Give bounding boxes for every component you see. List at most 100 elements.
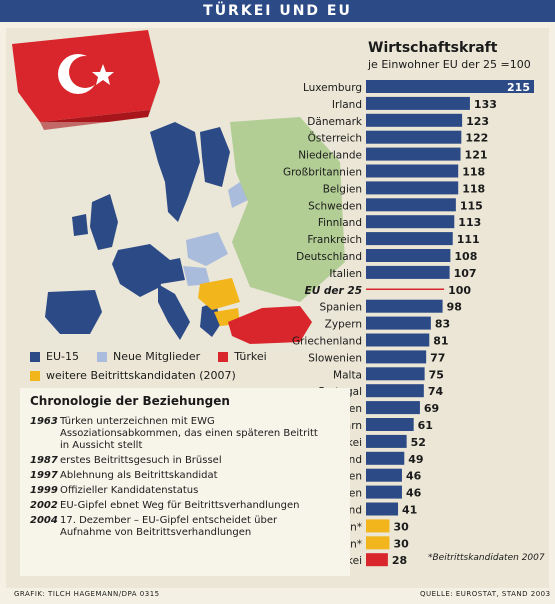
event-year: 1963 [30,416,58,427]
event-year: 1999 [30,485,58,496]
bar [366,485,402,499]
bar [366,468,402,482]
value-label: 121 [465,149,488,162]
bar [366,265,450,279]
category-label: Finnland [318,217,362,229]
value-label: 107 [454,267,477,280]
category-label: Österreich [308,132,362,145]
category-label: Italien [329,268,362,280]
page-title: TÜRKEI UND EU [0,0,555,22]
category-label: Slowenien [308,352,362,364]
value-label: 118 [462,166,485,179]
event-year: 1987 [30,455,58,466]
bar [366,553,388,567]
value-label: 115 [460,199,483,212]
legend-item-new-members: Neue Mitglieder [96,350,200,363]
data-source: QUELLE: EUROSTAT, STAND 2003 [420,590,551,598]
category-label: Schweden [308,200,362,212]
legend-label: weitere Beitrittskandidaten (2007) [46,369,236,382]
value-label: 69 [424,402,439,415]
event-text: erstes Beitrittsgesuch in Brüssel [60,455,222,466]
value-label: 74 [428,385,444,398]
category-label: Niederlande [298,150,362,162]
chronology-title: Chronologie der Beziehungen [30,394,230,408]
legend-label: Türkei [234,350,267,363]
bar [366,249,451,262]
value-label: 46 [406,487,422,500]
bar [366,519,390,533]
legend: EU-15 Neue Mitglieder Türkei weitere Bei… [30,350,285,388]
bar [366,215,455,229]
value-label: 111 [457,233,480,246]
legend-swatch [30,370,40,381]
chronology-event: 1963 Türken unterzeichnen mit EWG Assozia… [30,416,340,452]
value-label: 108 [454,250,477,263]
value-label: 49 [408,453,423,466]
value-label: 98 [447,301,462,314]
value-label: 81 [433,335,448,348]
value-label: 61 [418,419,433,432]
value-label: 30 [393,537,409,550]
bar [366,536,390,550]
chronology-event: 1999 Offizieller Kandidatenstatus [30,485,340,497]
bar [366,80,534,93]
bar [366,384,424,398]
value-label: 118 [462,182,485,195]
value-label: 113 [458,216,481,229]
event-text: EU-Gipfel ebnet Weg für Beitrittsverhand… [60,500,300,511]
value-label: 28 [392,554,407,567]
legend-swatch [218,351,229,362]
chart-title: Wirtschaftskraft [368,40,498,56]
bar [366,350,427,364]
bar [366,333,430,347]
event-text: Ablehnung als Beitrittskandidat [60,470,218,481]
bar [366,198,456,212]
value-label: 77 [430,351,445,364]
value-label: 46 [406,470,422,483]
category-label: Spanien [320,302,362,314]
bar [366,181,459,195]
bar [366,316,431,330]
chronology-event: 1997 Ablehnung als Beitrittskandidat [30,470,340,482]
legend-swatch [96,351,107,362]
category-label: EU der 25 [305,285,362,297]
bar [366,113,463,127]
value-label: 100 [448,284,471,297]
legend-item-turkey: Türkei [218,350,267,363]
value-label: 215 [507,81,530,94]
legend-item-eu15: EU-15 [30,350,79,363]
bar [366,367,425,381]
bar [366,418,414,431]
bar [366,130,462,144]
category-label: Dänemark [307,116,363,128]
event-text: 17. Dezember – EU-Gipfel entscheidet übe… [60,515,278,538]
category-label: Frankreich [307,234,362,246]
category-label: Luxemburg [303,82,362,94]
chronology-event: 2004 17. Dezember – EU-Gipfel entscheidet… [30,515,340,539]
bar [366,401,420,415]
bar [366,232,453,246]
map-turkey-region [228,306,312,344]
candidates-note: *Beitrittskandidaten 2007 [428,553,545,563]
category-label: Irland [332,99,362,111]
chart-header: Wirtschaftskraft je Einwohner EU der 25 … [368,40,531,71]
value-label: 52 [411,436,426,449]
bar [366,299,443,313]
category-label: Zypern [325,319,362,331]
europe-map [12,30,345,352]
legend-swatch [30,351,40,362]
legend-item-candidates: weitere Beitrittskandidaten (2007) [30,369,236,382]
value-label: 83 [435,318,450,331]
event-year: 2002 [30,500,58,511]
bar [366,96,470,110]
event-year: 2004 [30,515,58,526]
value-label: 41 [402,504,417,517]
bar [366,434,407,448]
bar [366,147,461,161]
value-label: 75 [429,368,444,381]
legend-label: EU-15 [46,350,79,363]
value-label: 133 [474,98,497,111]
value-label: 122 [465,132,488,145]
event-text: Offizieller Kandidatenstatus [60,485,199,496]
chronology-event: 1987 erstes Beitrittsgesuch in Brüssel [30,455,340,467]
